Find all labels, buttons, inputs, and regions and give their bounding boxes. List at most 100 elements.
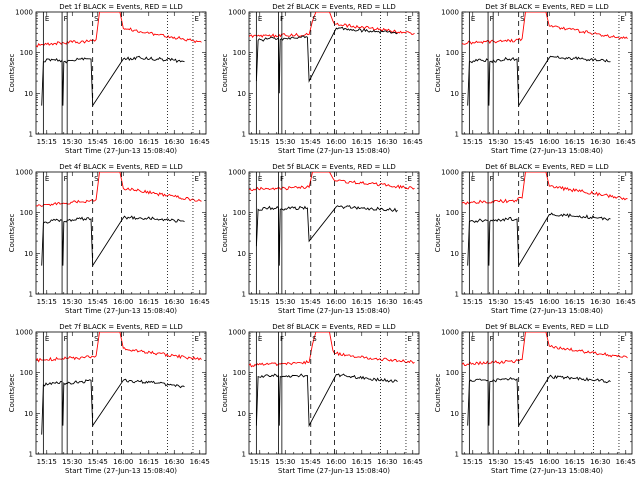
lld-rate-line: [249, 12, 415, 39]
x-tick-label: 16:45: [616, 138, 636, 146]
lld-rate-line: [249, 172, 415, 191]
x-tick-label: 15:45: [514, 138, 534, 146]
event-marker-label: S: [94, 175, 99, 183]
x-tick-label: 15:30: [62, 138, 82, 146]
events-rate-line: [467, 55, 611, 108]
x-tick-label: 16:30: [590, 138, 610, 146]
event-marker-label: E: [471, 175, 475, 183]
x-tick-label: 15:15: [463, 138, 483, 146]
plot-area: [462, 332, 628, 428]
event-marker-label: S: [312, 335, 317, 343]
plot-area: [36, 332, 202, 435]
y-axis-label: Counts/sec: [434, 374, 442, 413]
x-tick-label: 15:15: [463, 298, 483, 306]
panel-det-7: Det 7f BLACK = Events, RED = LLD 1 10 100 10…: [8, 323, 210, 475]
x-tick-label: 16:45: [190, 138, 210, 146]
x-axis-label: Start Time (27-Jun-13 15:08:40): [65, 307, 177, 315]
x-tick-label: 15:30: [275, 458, 295, 466]
y-axis-label: Counts/sec: [434, 214, 442, 253]
plot-frame: [35, 331, 207, 455]
x-tick-label: 16:30: [164, 138, 184, 146]
x-tick-label: 15:30: [62, 458, 82, 466]
x-tick-label: 15:15: [463, 458, 483, 466]
x-tick-label: 16:15: [565, 458, 585, 466]
event-marker-label: E: [45, 15, 49, 23]
x-tick-label: 16:45: [190, 458, 210, 466]
y-tick-label: 100: [446, 369, 459, 377]
y-tick-label: 10: [24, 90, 33, 98]
event-marker-label: S: [94, 15, 99, 23]
event-marker-label: F: [64, 15, 68, 23]
plot-area: [462, 12, 628, 108]
y-tick-label: 100: [20, 49, 33, 57]
x-tick-label: 16:15: [352, 458, 372, 466]
x-tick-label: 15:45: [301, 458, 321, 466]
plot-area: [36, 172, 202, 268]
panel-title: Det 4f BLACK = Events, RED = LLD: [59, 163, 182, 171]
x-tick-label: 15:45: [301, 138, 321, 146]
event-marker-label: E: [407, 15, 411, 23]
plot-frame: [248, 11, 420, 135]
y-tick-label: 10: [237, 410, 246, 418]
y-tick-label: 1000: [15, 329, 33, 337]
x-tick-label: 16:00: [113, 458, 133, 466]
y-axis-label: Counts/sec: [221, 374, 229, 413]
event-marker-label: E: [45, 335, 49, 343]
x-tick-label: 15:45: [514, 298, 534, 306]
y-tick-label: 1000: [15, 169, 33, 177]
y-tick-label: 1000: [228, 169, 246, 177]
x-tick-label: 15:45: [88, 138, 108, 146]
lld-rate-line: [462, 12, 628, 45]
y-tick-label: 10: [450, 250, 459, 258]
x-tick-label: 15:45: [88, 298, 108, 306]
plot-frame: [248, 171, 420, 295]
event-marker-label: E: [258, 15, 262, 23]
x-tick-label: 16:30: [164, 298, 184, 306]
x-tick-label: 16:30: [377, 458, 397, 466]
x-tick-label: 15:45: [301, 298, 321, 306]
event-marker-label: S: [520, 335, 525, 343]
panel-title: Det 7f BLACK = Events, RED = LLD: [59, 323, 182, 331]
y-tick-label: 1: [242, 291, 246, 299]
y-tick-label: 10: [450, 410, 459, 418]
panel-det-2: Det 2f BLACK = Events, RED = LLD 1 10 100 10…: [221, 3, 423, 155]
x-tick-label: 15:45: [514, 458, 534, 466]
x-axis-label: Start Time (27-Jun-13 15:08:40): [491, 467, 603, 475]
event-marker-label: E: [407, 175, 411, 183]
events-rate-line: [255, 205, 398, 266]
x-tick-label: 15:30: [275, 138, 295, 146]
panel-title: Det 9f BLACK = Events, RED = LLD: [485, 323, 608, 331]
y-axis-label: Counts/sec: [434, 54, 442, 93]
y-tick-label: 100: [20, 369, 33, 377]
x-tick-label: 16:30: [164, 458, 184, 466]
x-tick-label: 16:15: [352, 298, 372, 306]
y-tick-label: 1: [29, 131, 33, 139]
lld-rate-line: [36, 332, 202, 363]
x-tick-label: 16:15: [352, 138, 372, 146]
event-marker-label: F: [490, 175, 494, 183]
x-tick-label: 16:45: [403, 138, 423, 146]
panel-det-6: Det 6f BLACK = Events, RED = LLD 1 10 100 10…: [434, 163, 636, 315]
event-marker-label: E: [194, 335, 198, 343]
panel-det-4: Det 4f BLACK = Events, RED = LLD 1 10 100 10…: [8, 163, 210, 315]
x-axis-label: Start Time (27-Jun-13 15:08:40): [278, 147, 390, 155]
plot-area: [249, 12, 415, 94]
x-tick-label: 16:45: [616, 458, 636, 466]
event-marker-label: F: [64, 335, 68, 343]
events-rate-line: [467, 212, 611, 268]
plot-area: [249, 332, 415, 428]
y-tick-label: 1000: [441, 329, 459, 337]
y-tick-label: 1000: [228, 9, 246, 17]
y-tick-label: 100: [233, 369, 246, 377]
event-marker-label: S: [312, 15, 317, 23]
x-tick-label: 16:30: [377, 138, 397, 146]
x-tick-label: 16:00: [326, 298, 346, 306]
y-axis-label: Counts/sec: [221, 54, 229, 93]
event-marker-label: E: [258, 175, 262, 183]
y-tick-label: 100: [233, 209, 246, 217]
lld-rate-line: [462, 332, 628, 366]
x-tick-label: 16:30: [590, 458, 610, 466]
x-tick-label: 15:15: [250, 138, 270, 146]
plot-area: [36, 12, 202, 108]
x-tick-label: 16:00: [539, 138, 559, 146]
